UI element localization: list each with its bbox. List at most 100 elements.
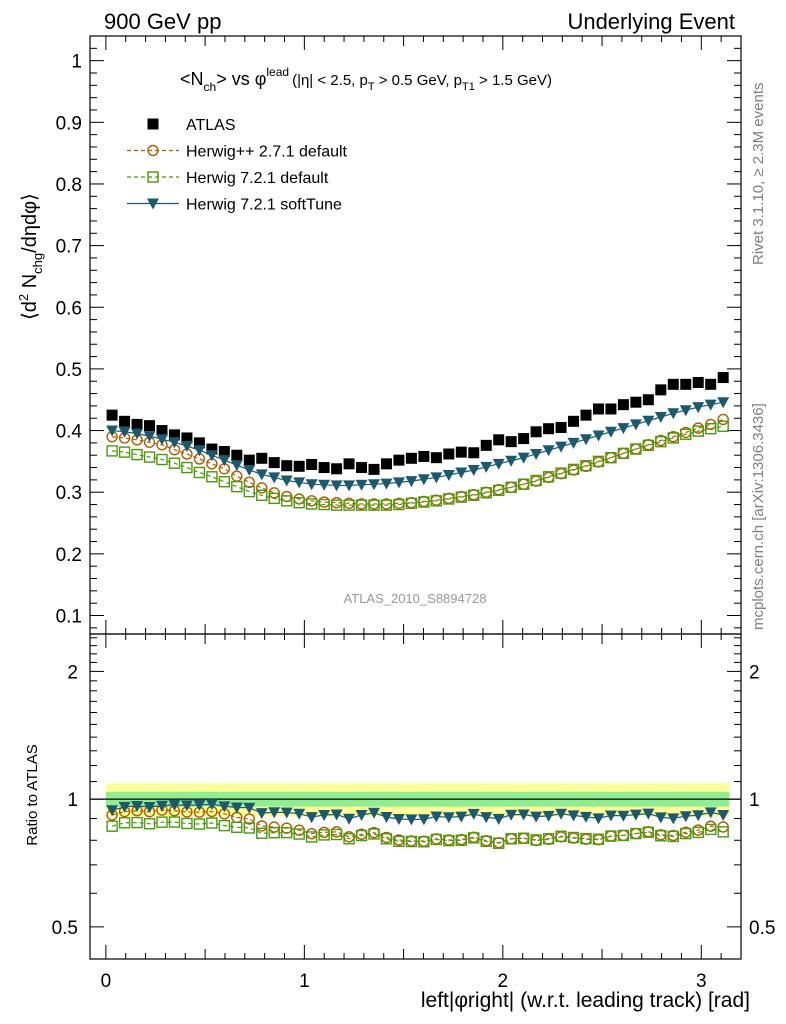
- ratio-point-series-3: [617, 810, 630, 822]
- ratio-point-series-2: [567, 831, 580, 844]
- data-point-series-3: [330, 480, 343, 492]
- ratio-y-tick-label-right: 2: [749, 662, 760, 683]
- legend-label: Herwig 7.2.1 softTune: [186, 197, 342, 214]
- legend-label: Herwig 7.2.1 default: [186, 170, 329, 187]
- ratio-y-tick-label-right: 0.5: [749, 918, 775, 939]
- data-point-series-3: [480, 461, 493, 473]
- ratio-point-series-3: [293, 808, 306, 820]
- ratio-y-tick-label: 0.5: [52, 918, 78, 939]
- ratio-point-series-2: [368, 828, 380, 840]
- main-plot: 0.1 0.2 0.3 0.4 0.5 0.6 0.7 0.8 0.9 1 <Nch> vs φl…: [16, 35, 742, 635]
- ratio-point-series-1: [256, 820, 268, 832]
- data-point-series-0: [667, 378, 679, 390]
- ratio-point-series-3: [330, 809, 343, 821]
- plot-title-cut2: > 0.5 GeV, p: [375, 72, 462, 89]
- data-point-series-0: [368, 463, 380, 475]
- ratio-point-series-2: [692, 826, 704, 839]
- data-point-series-3: [679, 405, 692, 417]
- ratio-point-series-3: [579, 811, 592, 823]
- ratio-point-series-2: [268, 827, 280, 839]
- ratio-point-series-3: [168, 799, 181, 811]
- main-y-tick-label: 0.6: [56, 298, 82, 319]
- ratio-y-axis-label: Ratio to ATLAS: [24, 744, 41, 845]
- legend-marker-0: [147, 118, 159, 130]
- data-point-series-2: [218, 476, 231, 488]
- plot-title-ch: ch: [204, 80, 217, 94]
- ylabel-chg: chg: [30, 253, 45, 274]
- data-point-series-0: [692, 376, 704, 388]
- data-point-series-3: [505, 455, 518, 467]
- data-point-series-0: [106, 409, 118, 421]
- ratio-point-series-2: [305, 831, 318, 843]
- plot-title: <Nch> vs φlead (|η| < 2.5, pT > 0.5 GeV, …: [180, 65, 552, 94]
- ratio-point-series-3: [654, 812, 667, 824]
- ratio-point-series-2: [106, 820, 118, 832]
- ratio-point-series-3: [567, 810, 580, 822]
- data-point-series-0: [580, 409, 592, 421]
- data-point-series-2: [131, 448, 143, 461]
- ratio-point-series-3: [355, 809, 368, 821]
- data-point-series-3: [579, 434, 592, 446]
- data-point-series-2: [443, 493, 455, 505]
- data-point-series-2: [380, 499, 393, 511]
- data-point-series-3: [367, 479, 380, 491]
- ratio-point-series-2: [704, 823, 717, 836]
- ratio-point-series-2: [156, 816, 168, 828]
- data-point-series-2: [480, 487, 492, 499]
- data-point-series-2: [605, 451, 617, 464]
- data-point-series-3: [255, 469, 268, 481]
- legend-marker-2: [147, 171, 159, 183]
- ratio-point-series-3: [480, 812, 493, 824]
- ratio-point-series-2: [168, 816, 181, 828]
- data-point-series-1: [256, 482, 268, 494]
- data-point-series-0: [131, 418, 143, 430]
- x-tick-label: 2: [498, 971, 509, 992]
- data-point-series-3: [392, 477, 405, 489]
- ratio-point-series-2: [293, 828, 305, 840]
- data-point-series-2: [118, 446, 131, 458]
- data-point-series-0: [655, 384, 667, 396]
- data-point-series-3: [417, 474, 430, 486]
- data-point-series-2: [156, 453, 168, 466]
- ratio-point-series-3: [405, 814, 418, 826]
- data-point-series-0: [256, 452, 268, 464]
- ratio-point-series-3: [417, 814, 430, 826]
- ratio-point-series-3: [305, 812, 318, 824]
- data-point-series-0: [418, 450, 430, 462]
- legend: ATLAS Herwig++ 2.7.1 default Herwig 7.2.1 …: [127, 117, 348, 214]
- data-point-series-2: [717, 420, 729, 432]
- ratio-point-series-2: [380, 833, 393, 845]
- ratio-point-series-3: [243, 802, 256, 814]
- data-point-series-3: [667, 408, 680, 420]
- ratio-series-layer: [106, 799, 730, 849]
- data-point-series-0: [505, 436, 517, 448]
- ratio-point-series-3: [642, 808, 655, 820]
- data-point-series-0: [468, 447, 480, 459]
- series-line-1: [112, 418, 724, 505]
- data-point-series-3: [492, 458, 505, 470]
- ratio-y-ticks: 0.5 0.5 1 1 2 2: [52, 637, 775, 939]
- data-point-series-2: [305, 498, 318, 510]
- data-point-series-3: [268, 472, 281, 484]
- analysis-label: Underlying Event: [567, 9, 735, 34]
- data-point-series-3: [168, 437, 181, 449]
- data-point-series-2: [530, 474, 542, 487]
- ratio-point-series-3: [106, 805, 119, 817]
- data-point-series-2: [592, 455, 605, 468]
- ratio-point-series-3: [268, 807, 281, 819]
- data-point-series-3: [355, 479, 368, 491]
- data-point-series-2: [580, 459, 592, 472]
- data-point-series-3: [692, 402, 705, 414]
- data-point-series-0: [530, 426, 542, 438]
- ratio-plot: 0.5 0.5 1 1 2 2 0 1 2 3 Ratio to ATLAS: [24, 633, 775, 992]
- data-point-series-0: [455, 446, 467, 458]
- main-y-tick-label: 0.4: [56, 422, 83, 443]
- data-point-series-2: [567, 463, 580, 476]
- data-point-series-3: [704, 399, 717, 411]
- ratio-point-series-2: [468, 832, 480, 844]
- data-point-series-0: [592, 403, 604, 415]
- ratio-point-series-3: [131, 801, 144, 813]
- ratio-point-series-3: [193, 800, 206, 812]
- data-point-series-3: [467, 465, 480, 477]
- x-tick-label: 1: [299, 971, 310, 992]
